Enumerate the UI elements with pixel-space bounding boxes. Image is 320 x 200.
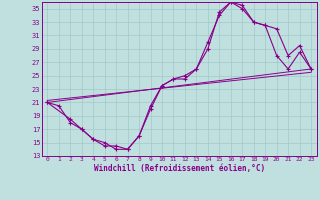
X-axis label: Windchill (Refroidissement éolien,°C): Windchill (Refroidissement éolien,°C) xyxy=(94,164,265,173)
